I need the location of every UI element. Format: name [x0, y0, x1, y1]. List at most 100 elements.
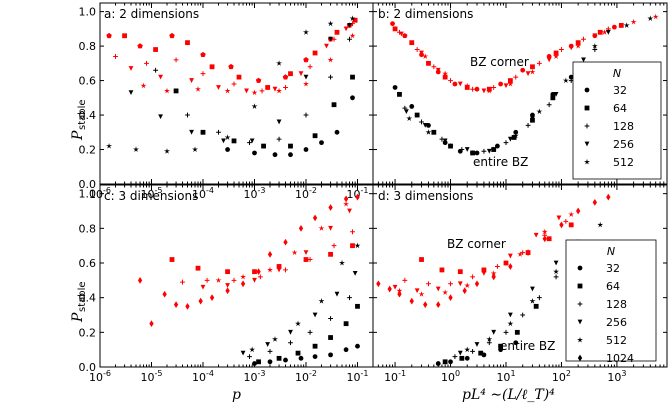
data-point-a-8 — [189, 129, 194, 135]
panel-d-title: d: 3 dimensions — [378, 189, 473, 203]
data-point-d-3 — [481, 271, 487, 276]
data-point-d-8 — [491, 329, 497, 335]
data-point-b-4 — [422, 53, 429, 59]
y-tick-label: 0.2 — [79, 326, 97, 339]
data-point-b-9 — [623, 22, 630, 28]
legend-d-frame — [565, 239, 657, 362]
data-point-b-0 — [520, 67, 526, 73]
data-point-b-4 — [601, 29, 608, 35]
data-point-a-3 — [216, 85, 221, 90]
data-point-c-1 — [195, 265, 201, 271]
data-point-b-9 — [647, 15, 654, 22]
data-point-a-1 — [288, 71, 293, 77]
data-point-b-1 — [530, 64, 535, 70]
data-point-d-8 — [474, 342, 480, 347]
data-point-a-0 — [228, 63, 234, 70]
data-point-a-4 — [140, 82, 147, 89]
data-point-c-9 — [318, 298, 325, 304]
data-point-b-8 — [530, 116, 535, 121]
data-point-b-2 — [414, 47, 420, 52]
data-point-a-7 — [153, 67, 158, 73]
data-point-c-5 — [252, 361, 257, 366]
data-point-c-9 — [295, 320, 301, 327]
data-point-b-0 — [498, 81, 504, 87]
data-point-d-0 — [508, 263, 513, 270]
data-point-c-1 — [303, 257, 309, 262]
data-point-d-0 — [542, 235, 547, 243]
x-tick-label: 10-5 — [141, 369, 163, 384]
data-point-a-9 — [224, 134, 231, 140]
y-axis-label-bottom-main: P — [70, 312, 86, 323]
data-point-d-4 — [517, 251, 524, 257]
x-tick-label: 10-2 — [295, 369, 317, 384]
legend-b-entry: 256 — [613, 138, 634, 151]
data-point-d-1 — [568, 222, 574, 228]
data-point-b-6 — [414, 112, 420, 118]
data-point-b-6 — [511, 135, 517, 140]
x-tick-label: 10-6 — [89, 369, 111, 384]
y-axis-label-top: P stable — [70, 99, 88, 141]
data-point-a-4 — [349, 32, 356, 39]
data-point-b-4 — [507, 80, 514, 87]
data-point-d-2 — [542, 232, 548, 238]
data-point-c-0 — [283, 238, 288, 246]
data-point-d-4 — [464, 282, 471, 289]
data-point-b-2 — [536, 60, 542, 66]
legend-d-entry: 512 — [606, 334, 627, 347]
data-point-b-8 — [486, 148, 492, 154]
data-point-c-0 — [267, 250, 273, 258]
data-point-c-0 — [209, 294, 215, 302]
y-tick-label: 0.4 — [79, 292, 97, 305]
data-point-d-0 — [559, 221, 564, 229]
data-point-b-5 — [426, 122, 431, 128]
panel-a-title: a: 2 dimensions — [104, 7, 199, 21]
data-point-d-0 — [423, 301, 428, 308]
data-point-a-9 — [106, 142, 113, 149]
data-point-a-1 — [236, 74, 242, 80]
data-point-b-5 — [409, 104, 415, 109]
data-point-b-6 — [431, 129, 437, 135]
data-point-a-6 — [312, 133, 318, 139]
data-point-c-0 — [173, 301, 179, 308]
data-point-c-4 — [291, 249, 298, 256]
data-point-b-8 — [581, 57, 586, 63]
data-point-b-7 — [459, 147, 465, 152]
data-point-b-6 — [550, 95, 556, 101]
data-point-a-0 — [282, 74, 289, 80]
data-point-a-0 — [303, 57, 309, 63]
data-point-c-4 — [343, 200, 350, 207]
data-point-c-6 — [355, 303, 360, 309]
data-point-c-0 — [137, 276, 143, 284]
data-point-d-0 — [606, 193, 611, 201]
data-point-c-6 — [295, 350, 301, 356]
data-point-d-0 — [376, 280, 381, 288]
data-point-d-9 — [464, 346, 471, 353]
data-point-a-9 — [164, 148, 170, 154]
legend-d-entry: 256 — [606, 316, 627, 329]
data-point-a-2 — [113, 54, 118, 59]
data-point-b-3 — [503, 83, 509, 89]
data-point-d-9 — [597, 221, 604, 228]
data-point-b-2 — [491, 85, 497, 90]
legend-b-entry: 64 — [613, 102, 627, 115]
data-point-a-6 — [173, 88, 179, 94]
data-point-b-4 — [652, 13, 659, 20]
x-tick-label: 100 — [441, 369, 460, 384]
data-point-a-6 — [261, 143, 266, 149]
data-point-d-5 — [448, 359, 453, 365]
data-point-d-9 — [529, 298, 536, 304]
data-point-d-6 — [459, 355, 465, 361]
x-tick-label: 101 — [496, 369, 515, 384]
y-tick-label: 0.4 — [79, 109, 97, 122]
data-point-c-3 — [225, 283, 230, 288]
y-tick-label: 0.8 — [79, 40, 97, 53]
legend-d-marker — [577, 319, 583, 325]
data-point-b-1 — [442, 74, 448, 80]
data-point-a-4 — [251, 89, 258, 96]
data-point-b-7 — [419, 119, 424, 125]
data-point-a-9 — [327, 20, 334, 27]
data-point-c-5 — [283, 357, 288, 363]
data-point-d-6 — [514, 329, 520, 335]
y-tick-label: 1.0 — [79, 6, 97, 19]
